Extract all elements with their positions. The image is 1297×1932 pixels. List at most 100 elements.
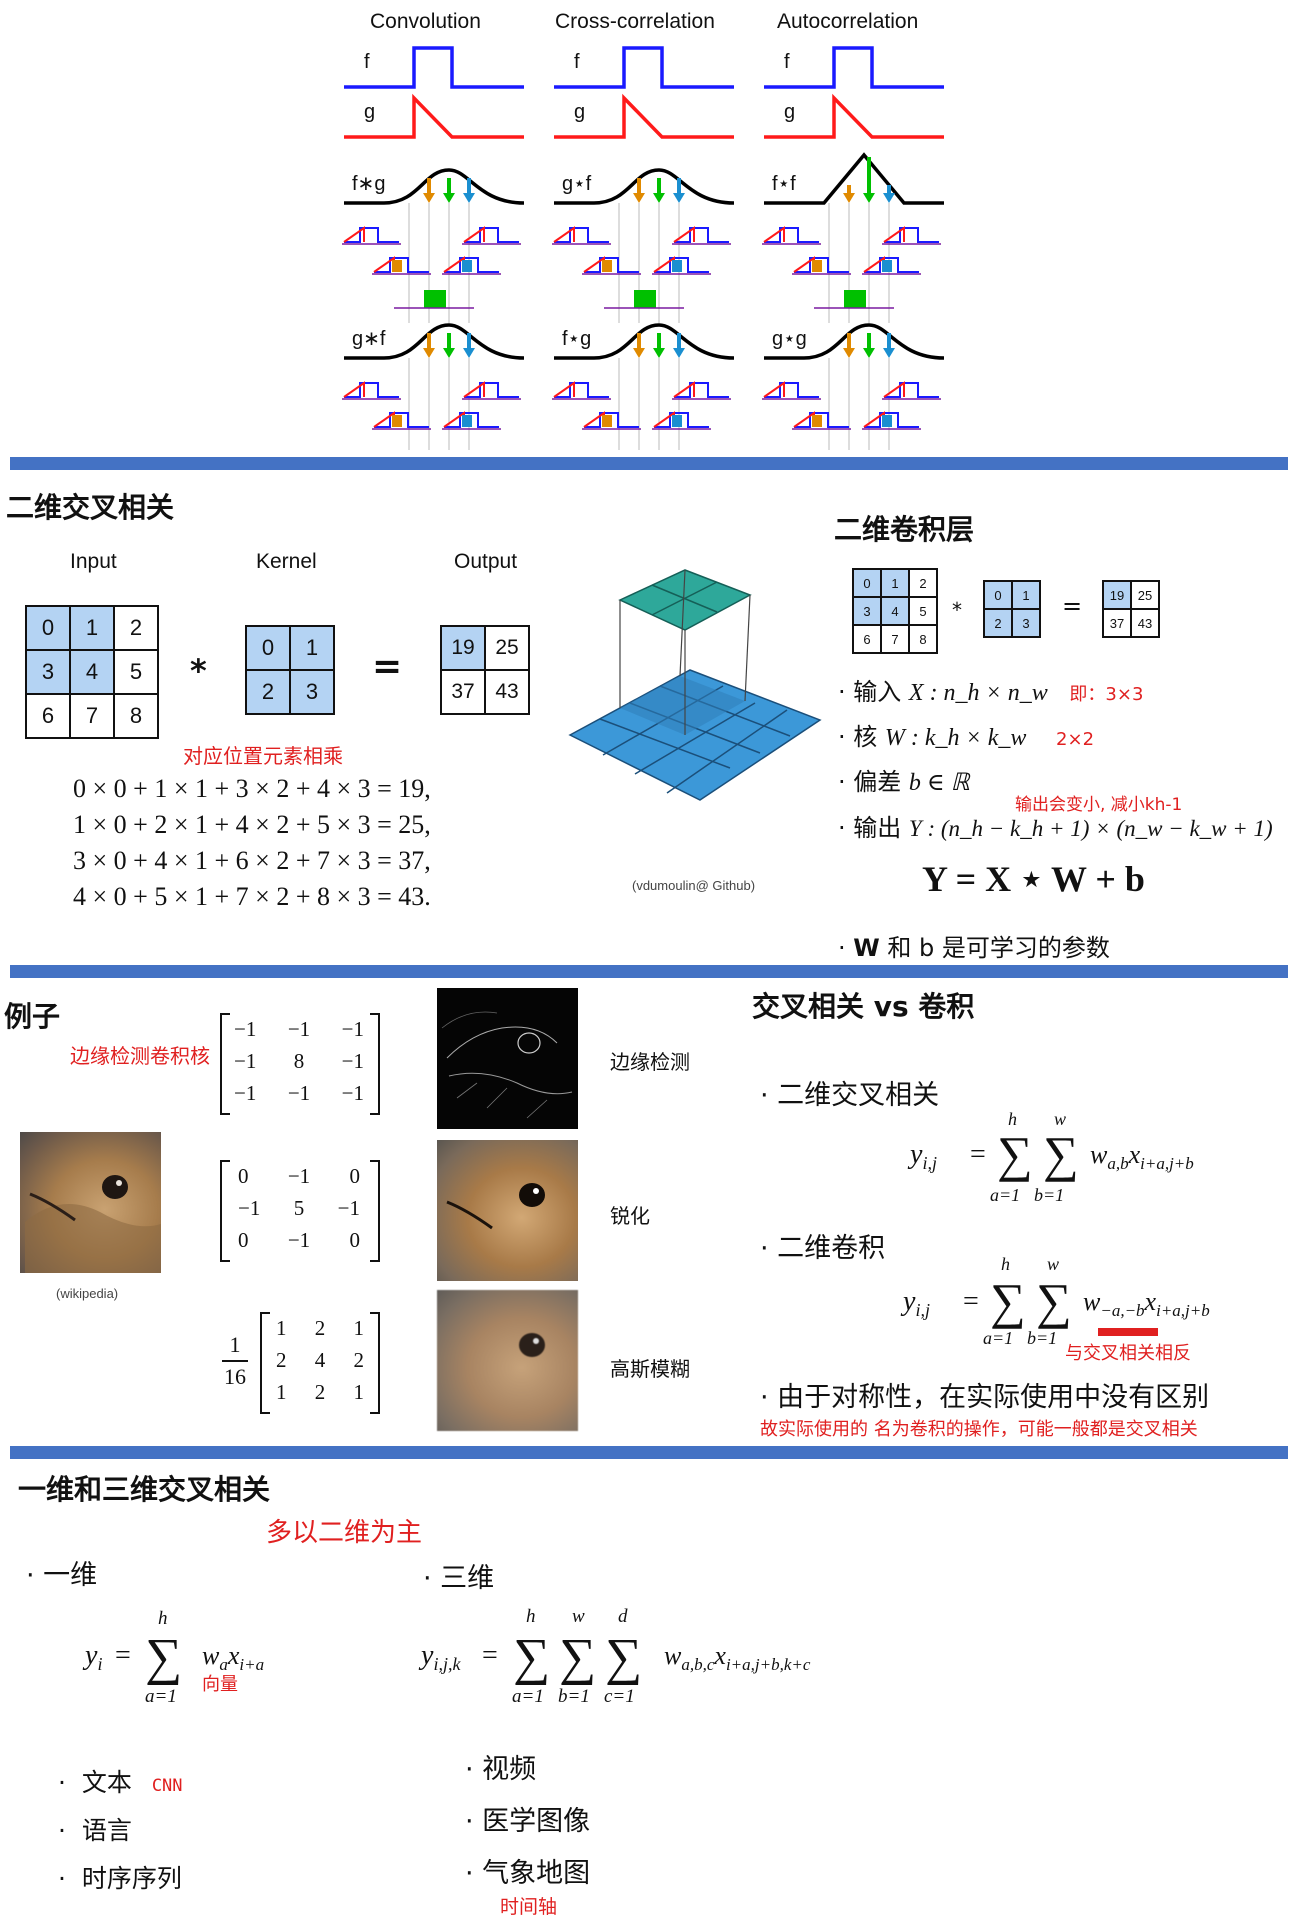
- svg-text:a=1: a=1: [145, 1686, 177, 1707]
- overlap-fill: [462, 415, 472, 427]
- overlap-fill: [882, 260, 892, 272]
- bullet-dot: ·: [58, 1768, 82, 1797]
- bullet-symmetry: · 由于对称性，在实际使用中没有区别: [760, 1375, 1209, 1414]
- svg-text:=: =: [963, 1286, 979, 1317]
- result-label: g⋆f: [562, 173, 592, 195]
- matrix-cell: −1: [287, 1164, 311, 1188]
- mini-f-step: [374, 412, 429, 428]
- mini-input-cell: 0: [852, 568, 882, 598]
- overlap-fill: [602, 260, 612, 272]
- bullet-2d-conv-text: 二维卷积: [777, 1233, 886, 1264]
- result-curve: [764, 323, 945, 360]
- overlap-square: [844, 290, 866, 308]
- mini-f-step: [554, 227, 609, 243]
- bullet-dot: ·: [760, 1382, 778, 1413]
- mini-output-cell: 37: [1102, 608, 1132, 638]
- conv-3d-illustration: [568, 569, 822, 801]
- bullet-dot: ·: [58, 1816, 82, 1845]
- result-curve: [344, 323, 525, 360]
- mini-g-ramp: [763, 226, 785, 243]
- arrow-head: [463, 348, 475, 358]
- svg-text:b=1: b=1: [1034, 1185, 1064, 1205]
- cross-correlation-formula: yi,j = ∑ h a=1 ∑ w b=1 wa,bxi+a,j+b: [907, 1109, 1194, 1205]
- result-curve: [764, 152, 944, 205]
- equation-4: 4 × 0 + 5 × 1 + 7 × 2 + 8 × 3 = 43.: [73, 882, 431, 911]
- list-item-label: 医学图像: [482, 1806, 591, 1837]
- svg-text:d: d: [618, 1606, 628, 1627]
- matrix-bracket-right: [370, 1013, 380, 1115]
- arrow-head: [843, 193, 855, 203]
- svg-text:∑: ∑: [1036, 1273, 1072, 1329]
- overlap-square: [634, 290, 656, 308]
- mini-g-ramp: [883, 226, 905, 243]
- svg-text:w: w: [1054, 1109, 1066, 1129]
- output-cell: 37: [440, 669, 486, 715]
- overlap-fill: [392, 415, 402, 427]
- matrix-cell: 1: [276, 1380, 287, 1404]
- bullet-dot: ·: [423, 1563, 441, 1594]
- gaussian-label: 高斯模糊: [610, 1357, 690, 1381]
- mini-f-step: [884, 227, 939, 243]
- mini-f-step: [794, 257, 849, 273]
- matrix-cell: 0: [238, 1164, 249, 1188]
- equation-2: 1 × 0 + 2 × 1 + 4 × 2 + 5 × 3 = 25,: [73, 810, 431, 839]
- bullet-2d-cross-correlation: · 二维交叉相关: [760, 1073, 939, 1112]
- matrix-cell: 4: [314, 1348, 326, 1372]
- svg-text:wa,bxi+a,j+b: wa,bxi+a,j+b: [1090, 1140, 1194, 1173]
- mini-f-step: [674, 382, 729, 398]
- matrix-cell: −1: [337, 1196, 360, 1220]
- arrow-head: [653, 348, 665, 358]
- input-cell: 6: [25, 693, 71, 739]
- result-label: f∗g: [352, 173, 385, 195]
- result-curve: [554, 168, 735, 205]
- kernel-grid: 0 1 2 3: [245, 625, 335, 715]
- bullet-learnable-text: 和 b 是可学习的参数: [887, 934, 1110, 962]
- svg-text:=: =: [115, 1640, 131, 1671]
- three-d-formula: yi,j,k = ∑ h a=1 ∑ w b=1 ∑ d c=1 wa,b,cx…: [418, 1606, 811, 1707]
- matrix-cell: 0: [349, 1228, 361, 1252]
- bullet-input-math: X : n_h × n_w: [908, 680, 1048, 706]
- svg-text:yi,j: yi,j: [907, 1139, 937, 1173]
- one-d-formula: yi = ∑ h a=1 waxi+a: [82, 1608, 264, 1707]
- rodent-drawing: [25, 1175, 161, 1273]
- matrix-cell: −1: [234, 1049, 257, 1073]
- output-label: Output: [454, 550, 518, 573]
- input-cell: 8: [113, 693, 159, 739]
- fraction-numerator: 1: [229, 1332, 241, 1357]
- svg-text:a=1: a=1: [983, 1328, 1013, 1348]
- svg-text:yi: yi: [82, 1640, 102, 1674]
- arrow-head: [653, 193, 665, 203]
- matrix-cell: −1: [341, 1049, 364, 1073]
- overlap-fill: [812, 415, 822, 427]
- arrow-head: [863, 193, 875, 203]
- bullet-dot: ·: [58, 1864, 82, 1893]
- edge-detection-label: 边缘检测: [610, 1050, 690, 1074]
- mini-f-step: [864, 257, 919, 273]
- bullet-dot: ·: [838, 723, 854, 751]
- result-label: f⋆g: [562, 328, 591, 350]
- matrix-cell: 2: [353, 1348, 365, 1372]
- mini-input-grid: 0 1 2 3 4 5 6 7 8: [852, 568, 938, 654]
- matrix-bracket-right: [370, 1160, 380, 1262]
- example-title: 例子: [4, 1000, 61, 1033]
- arrow-head: [463, 193, 475, 203]
- gaussian-blur-image: [437, 1290, 578, 1431]
- mini-f-step: [654, 257, 709, 273]
- result-label: g∗f: [352, 328, 386, 350]
- svg-text:h: h: [526, 1606, 536, 1627]
- kernel-cell: 2: [245, 669, 291, 715]
- output-grid: 19 25 37 43: [440, 625, 530, 715]
- matrix-cell: −1: [234, 1017, 257, 1041]
- list-item-label: 时序序列: [81, 1864, 182, 1893]
- arrow-head: [633, 348, 645, 358]
- bullet-dot: ·: [465, 1806, 483, 1837]
- svg-text:h: h: [158, 1608, 168, 1629]
- mini-input-cell: 7: [880, 624, 910, 654]
- mini-star: *: [952, 598, 962, 622]
- mini-kernel-cell: 2: [983, 608, 1013, 638]
- overlap-fill: [602, 415, 612, 427]
- input-cell: 1: [69, 605, 115, 651]
- panel2-title: 二维交叉相关: [6, 491, 175, 524]
- kernel-cell: 0: [245, 625, 291, 671]
- matrix-bracket-left: [260, 1312, 270, 1414]
